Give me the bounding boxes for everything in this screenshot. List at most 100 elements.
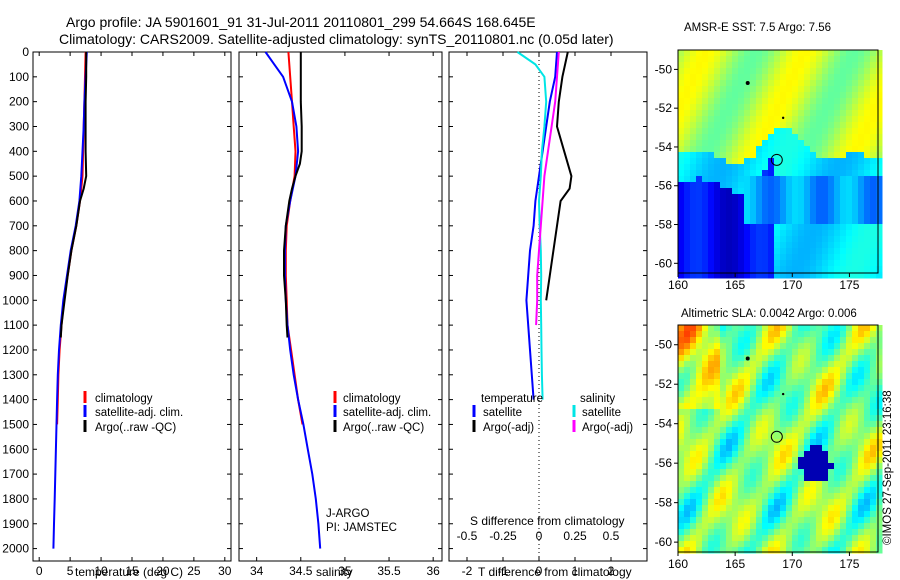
heatmap-cell — [792, 236, 799, 243]
heatmap-cell — [744, 212, 751, 219]
heatmap-cell — [726, 50, 733, 57]
heatmap-cell — [774, 194, 781, 201]
heatmap-cell — [870, 146, 877, 153]
heatmap-cell — [834, 146, 841, 153]
heatmap-cell — [774, 50, 781, 57]
heatmap-cell — [678, 457, 685, 464]
x-tick-label: 35.5 — [377, 564, 401, 578]
heatmap-cell — [708, 224, 715, 231]
heatmap-cell — [822, 146, 829, 153]
heatmap-cell — [762, 230, 769, 237]
heatmap-cell — [714, 469, 721, 476]
heatmap-cell — [678, 116, 685, 123]
heatmap-cell — [822, 493, 829, 500]
heatmap-cell — [846, 481, 853, 488]
heatmap-cell — [822, 391, 829, 398]
heatmap-cell — [750, 541, 757, 548]
heatmap-cell — [756, 56, 763, 63]
heatmap-cell — [816, 511, 823, 518]
heatmap-cell — [816, 517, 823, 524]
heatmap-cell — [828, 230, 835, 237]
heatmap-cell — [846, 224, 853, 231]
heatmap-cell — [840, 194, 847, 201]
heatmap-cell — [750, 373, 757, 380]
heatmap-cell — [834, 116, 841, 123]
heatmap-cell — [828, 391, 835, 398]
heatmap-cell — [684, 224, 691, 231]
heatmap-cell — [762, 427, 769, 434]
heatmap-cell — [834, 134, 841, 141]
heatmap-cell — [696, 415, 703, 422]
heatmap-cell — [822, 128, 829, 135]
heatmap-cell — [714, 421, 721, 428]
heatmap-cell — [726, 158, 733, 165]
heatmap-cell — [858, 110, 865, 117]
heatmap-cell — [834, 547, 841, 554]
heatmap-cell — [684, 541, 691, 548]
heatmap-cell — [858, 104, 865, 111]
heatmap-cell — [720, 218, 727, 225]
heatmap-cell — [720, 499, 727, 506]
heatmap-cell — [792, 379, 799, 386]
heatmap-cell — [744, 200, 751, 207]
heatmap-cell — [840, 170, 847, 177]
heatmap-cell — [726, 499, 733, 506]
heatmap-cell — [720, 463, 727, 470]
island-marker — [745, 80, 750, 85]
heatmap-cell — [828, 170, 835, 177]
heatmap-cell — [768, 361, 775, 368]
heatmap-cell — [834, 152, 841, 159]
heatmap-cell — [720, 206, 727, 213]
heatmap-cell — [786, 254, 793, 261]
heatmap-cell — [750, 272, 757, 279]
sst-map — [678, 50, 883, 279]
heatmap-cell — [714, 62, 721, 69]
heatmap-cell — [690, 403, 697, 410]
heatmap-cell — [786, 212, 793, 219]
heatmap-cell — [738, 116, 745, 123]
heatmap-cell — [756, 110, 763, 117]
heatmap-cell — [774, 224, 781, 231]
heatmap-cell — [834, 110, 841, 117]
heatmap-cell — [876, 337, 883, 344]
heatmap-cell — [690, 224, 697, 231]
heatmap-cell — [876, 415, 883, 422]
heatmap-cell — [786, 62, 793, 69]
heatmap-cell — [810, 439, 817, 446]
heatmap-cell — [810, 355, 817, 362]
heatmap-cell — [684, 397, 691, 404]
heatmap-cell — [792, 128, 799, 135]
heatmap-cell — [732, 343, 739, 350]
heatmap-cell — [678, 337, 685, 344]
heatmap-cell — [786, 439, 793, 446]
heatmap-cell — [768, 475, 775, 482]
heatmap-cell — [840, 331, 847, 338]
depth-tick-label: 600 — [9, 194, 29, 208]
heatmap-cell — [840, 56, 847, 63]
heatmap-cell — [822, 379, 829, 386]
heatmap-cell — [816, 80, 823, 87]
heatmap-cell — [852, 367, 859, 374]
heatmap-cell — [738, 236, 745, 243]
heatmap-cell — [756, 200, 763, 207]
heatmap-cell — [870, 212, 877, 219]
heatmap-cell — [810, 200, 817, 207]
heatmap-cell — [786, 80, 793, 87]
heatmap-cell — [774, 499, 781, 506]
heatmap-cell — [816, 218, 823, 225]
heatmap-cell — [720, 68, 727, 75]
heatmap-cell — [798, 469, 805, 476]
heatmap-cell — [756, 170, 763, 177]
heatmap-cell — [828, 547, 835, 554]
heatmap-cell — [876, 182, 883, 189]
heatmap-cell — [810, 116, 817, 123]
heatmap-cell — [762, 499, 769, 506]
heatmap-cell — [720, 349, 727, 356]
heatmap-cell — [750, 122, 757, 129]
heatmap-cell — [750, 128, 757, 135]
heatmap-cell — [822, 110, 829, 117]
heatmap-cell — [762, 62, 769, 69]
heatmap-cell — [684, 487, 691, 494]
heatmap-cell — [762, 56, 769, 63]
heatmap-cell — [780, 409, 787, 416]
